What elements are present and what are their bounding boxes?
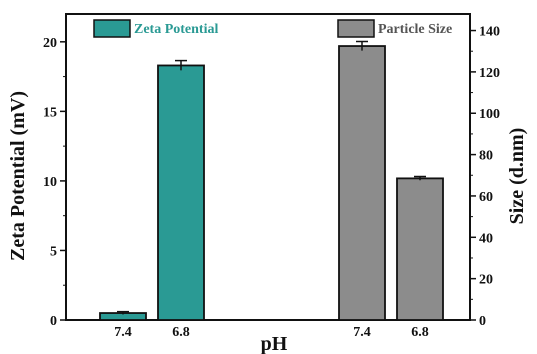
y-right-tick-label: 60 — [479, 190, 493, 205]
plot-border — [65, 13, 471, 321]
y-right-tick-label: 0 — [479, 314, 486, 329]
y-right-tick-label: 140 — [479, 25, 500, 40]
y-left-tick-label: 20 — [43, 36, 57, 51]
y-right-tick-label: 40 — [479, 231, 493, 246]
plot-frame — [65, 13, 471, 321]
y-right-tick-label: 80 — [479, 149, 493, 164]
legend-label-particle-size: Particle Size — [378, 22, 452, 37]
bar — [396, 177, 444, 321]
x-tick-label: 7.4 — [114, 325, 132, 340]
y-right-tick-label: 100 — [479, 107, 500, 122]
legend-label-zeta-potential: Zeta Potential — [134, 22, 218, 37]
bar — [338, 45, 386, 321]
y-right-tick-label: 120 — [479, 66, 500, 81]
x-tick-label: 7.4 — [353, 325, 371, 340]
legend: Zeta Potential Particle Size — [93, 19, 452, 38]
legend-swatch-particle-size — [337, 19, 375, 38]
axes: 0 5 10 15 20 0 20 40 60 80 100 120 140 7.4 6.8 7.4 6.8 — [43, 25, 500, 340]
y-left-tick-label: 0 — [50, 314, 57, 329]
y-axis-title-right: Size (d.nm) — [506, 128, 528, 225]
x-tick-label: 6.8 — [172, 325, 190, 340]
y-left-tick-label: 10 — [43, 175, 57, 190]
y-left-tick-label: 15 — [43, 105, 57, 120]
y-left-tick-label: 5 — [50, 244, 57, 259]
legend-swatch-zeta-potential — [93, 19, 131, 38]
x-axis-title: pH — [261, 333, 288, 354]
x-tick-label: 6.8 — [411, 325, 429, 340]
bar — [157, 64, 205, 321]
y-right-tick-label: 20 — [479, 273, 493, 288]
bars — [99, 40, 444, 321]
y-axis-title-left: Zeta Potential (mV) — [7, 91, 29, 261]
